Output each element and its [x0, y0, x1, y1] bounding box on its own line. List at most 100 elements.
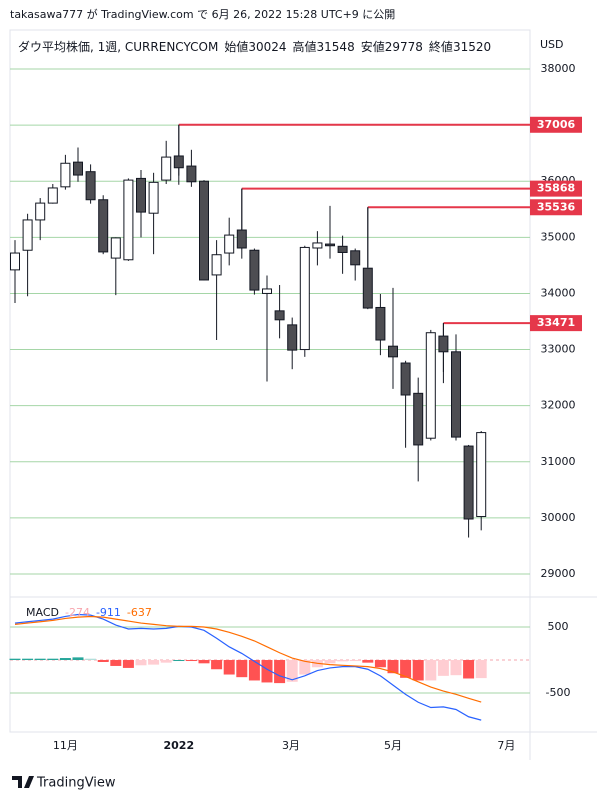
histogram-value: -274 [65, 606, 90, 619]
footer-brand: TradingView [36, 776, 116, 791]
macd-value: -911 [96, 606, 121, 619]
candle-body [148, 181, 159, 214]
chart-title: ダウ平均株価, 1週, CURRENCYCOM 始値30024 高値31548 安値2… [18, 38, 523, 55]
histogram-bar [337, 660, 349, 662]
x-tick-label: 7月 [497, 739, 515, 752]
candle-body [47, 187, 58, 204]
ohlc-value: 30024 [248, 40, 287, 54]
candle-body [10, 252, 20, 271]
candle-body [375, 306, 386, 341]
y-tick-label: 35000 [541, 230, 576, 243]
candle-body [199, 180, 209, 281]
histogram-bar [135, 660, 147, 666]
y-tick-label: -500 [546, 686, 571, 699]
candle-body [173, 155, 184, 169]
candle-body [413, 392, 424, 446]
candle-body [476, 432, 487, 518]
candle-body [262, 288, 272, 294]
candle-body [211, 254, 222, 276]
candle-body [186, 165, 197, 183]
level-badge [530, 180, 582, 197]
histogram-bar [387, 660, 399, 674]
histogram-bar [185, 660, 197, 662]
ohlc-label: 高値 [292, 40, 317, 54]
histogram-bar [85, 658, 97, 661]
author-line: takasawa777 が TradingView.com で 6月 26, 2… [10, 7, 395, 21]
logo [12, 776, 34, 788]
histogram-bar [9, 658, 21, 661]
x-tick-label: 2022 [163, 739, 194, 752]
histogram-bar [223, 660, 235, 675]
candle-body [60, 162, 71, 188]
histogram-bar [362, 660, 374, 663]
ohlc-value: 31548 [316, 40, 355, 54]
y-tick-label: 32000 [541, 399, 576, 412]
currency: USD [540, 38, 564, 51]
ohlc-label: 安値 [360, 40, 385, 54]
y-tick-label: 500 [548, 620, 569, 633]
signal-value: -637 [127, 606, 152, 619]
candle-body [73, 161, 83, 176]
level-label: 33471 [537, 316, 575, 329]
histogram-bar [248, 660, 260, 681]
histogram-bar [437, 660, 449, 676]
candle-body [287, 324, 298, 351]
candle-body [312, 242, 323, 249]
candle-body [337, 245, 348, 253]
histogram-bar [324, 660, 336, 664]
candle-body [136, 177, 146, 213]
histogram-bar [198, 660, 210, 664]
histogram-bar [122, 660, 134, 668]
histogram-bar [97, 660, 109, 662]
histogram-bar [236, 660, 248, 678]
level-label: 35868 [537, 182, 575, 195]
ohlc-label: 終値 [428, 40, 453, 54]
histogram-bar [34, 658, 46, 661]
histogram-bar [286, 660, 298, 682]
candle-body [110, 237, 121, 259]
histogram-bar [374, 660, 386, 668]
level-label: 37006 [537, 118, 576, 131]
y-tick-label: 34000 [541, 286, 576, 299]
histogram-bar [299, 660, 311, 675]
candle-body [123, 179, 134, 261]
candle-body [85, 171, 96, 201]
candle-body [400, 362, 411, 396]
candle-body [224, 234, 235, 254]
histogram-bar [261, 660, 273, 683]
histogram-bar [475, 660, 487, 679]
level-badge [530, 315, 582, 332]
candle-body [425, 332, 436, 439]
ohlc-value: 31520 [452, 40, 492, 54]
candle-body [161, 156, 172, 181]
level-label: 35536 [537, 200, 576, 213]
candle-body [350, 250, 361, 266]
macd-title: MACD [26, 606, 59, 619]
candle-body [98, 199, 109, 253]
x-tick-label: 5月 [384, 739, 402, 752]
y-tick-label: 29000 [541, 567, 576, 580]
y-tick-label: 33000 [541, 343, 576, 356]
histogram-bar [148, 660, 160, 665]
candle-body [325, 243, 335, 247]
candle-body [236, 229, 247, 249]
histogram-bar [349, 660, 361, 662]
histogram-bar [425, 660, 437, 681]
histogram-bar [400, 660, 412, 678]
candle-body [274, 310, 285, 321]
level-badge [530, 116, 582, 133]
symbol: ダウ平均株価, 1週, CURRENCYCOM [18, 40, 219, 54]
y-tick-label: 31000 [541, 455, 576, 468]
y-tick-label: 30000 [541, 511, 576, 524]
candle-body [299, 246, 310, 351]
histogram-bar [59, 658, 71, 661]
histogram-bar [22, 658, 34, 661]
x-tick-label: 3月 [282, 739, 300, 752]
histogram-bar [412, 660, 424, 681]
candle-body [388, 345, 398, 358]
histogram-bar [110, 660, 122, 666]
candle-body [362, 267, 373, 309]
histogram-bar [274, 660, 286, 684]
histogram-bar [211, 660, 223, 670]
